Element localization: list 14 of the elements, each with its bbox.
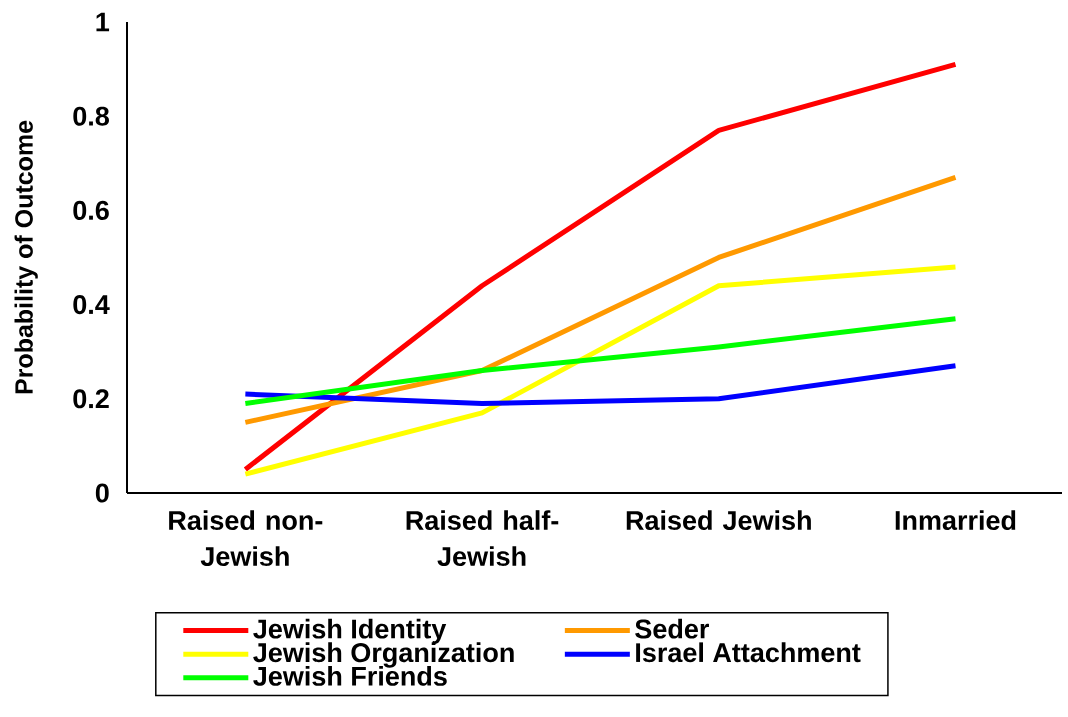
x-tick-label: Raised Jewish xyxy=(626,510,811,531)
y-tick-label: 0 xyxy=(95,483,109,503)
y-tick-label: 0.6 xyxy=(73,200,109,220)
y-tick-label: 0.4 xyxy=(73,295,110,315)
x-tick-label: Raised non-Jewish xyxy=(169,510,323,567)
y-axis-title: Probability of Outcome xyxy=(14,120,38,394)
x-tick-label: Inmarried xyxy=(895,510,1016,531)
y-tick-label: 0.8 xyxy=(73,106,109,126)
y-tick-label: 1 xyxy=(96,12,110,32)
x-tick-label: Raised half-Jewish xyxy=(406,510,559,567)
legend-label: Israel Attachment xyxy=(636,642,861,663)
legend-label: Seder xyxy=(635,618,709,639)
legend-label: Jewish Friends xyxy=(253,665,447,686)
y-tick-label: 0.2 xyxy=(73,389,109,409)
